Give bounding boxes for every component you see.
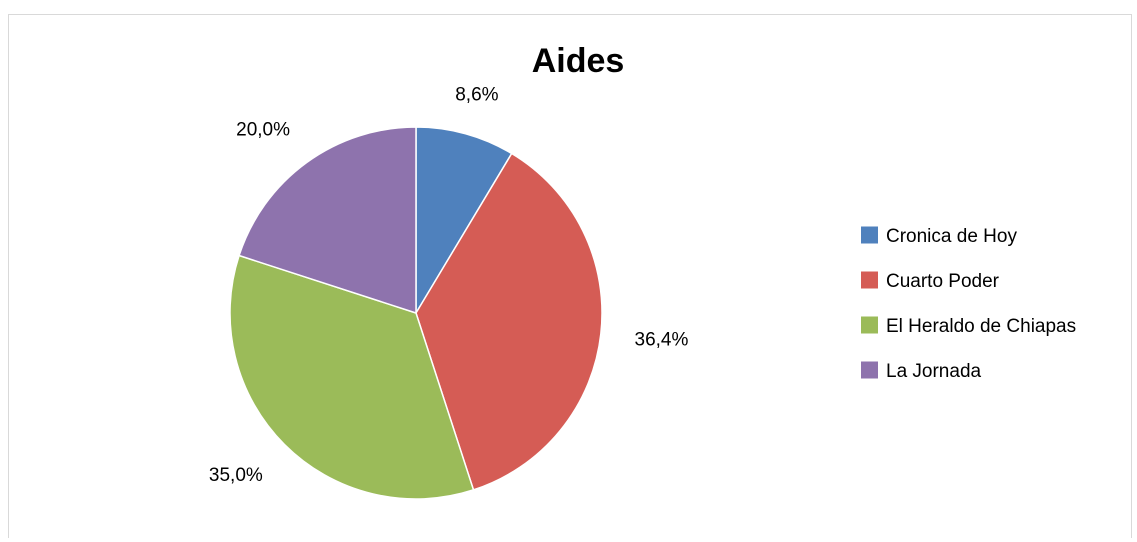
pie-slice-el-heraldo-de-chiapas <box>229 254 475 500</box>
legend-item-la-jornada: La Jornada <box>861 361 982 382</box>
legend-swatch-cronica-de-hoy <box>861 226 878 244</box>
legend-item-el-heraldo-de-chiapas: El Heraldo de Chiapas <box>861 316 1076 337</box>
pie-slice-cronica-de-hoy <box>415 126 513 316</box>
pie-slice-cuarto-poder <box>415 152 603 491</box>
pie-slices <box>229 126 603 500</box>
data-label-el-heraldo-de-chiapas: 35,0% <box>209 465 263 486</box>
chart-legend: Cronica de Hoy Cuarto Poder El Heraldo de … <box>861 226 1076 382</box>
chart-title: Aides <box>532 42 625 80</box>
legend-label-cuarto-poder: Cuarto Poder <box>886 271 1000 292</box>
legend-label-la-jornada: La Jornada <box>886 361 982 382</box>
legend-swatch-la-jornada <box>861 361 878 379</box>
data-label-cuarto-poder: 36,4% <box>635 330 689 351</box>
legend-item-cuarto-poder: Cuarto Poder <box>861 271 1000 292</box>
legend-item-cronica-de-hoy: Cronica de Hoy <box>861 226 1017 247</box>
pie-slice-la-jornada <box>238 126 417 315</box>
legend-label-cronica-de-hoy: Cronica de Hoy <box>886 226 1017 247</box>
legend-label-el-heraldo-de-chiapas: El Heraldo de Chiapas <box>886 316 1076 337</box>
data-label-cronica-de-hoy: 8,6% <box>455 84 498 105</box>
pie-data-labels: 8,6% 36,4% 35,0% 20,0% <box>209 84 689 486</box>
legend-swatch-el-heraldo-de-chiapas <box>861 316 878 334</box>
data-label-la-jornada: 20,0% <box>236 120 290 141</box>
legend-swatch-cuarto-poder <box>861 271 878 289</box>
